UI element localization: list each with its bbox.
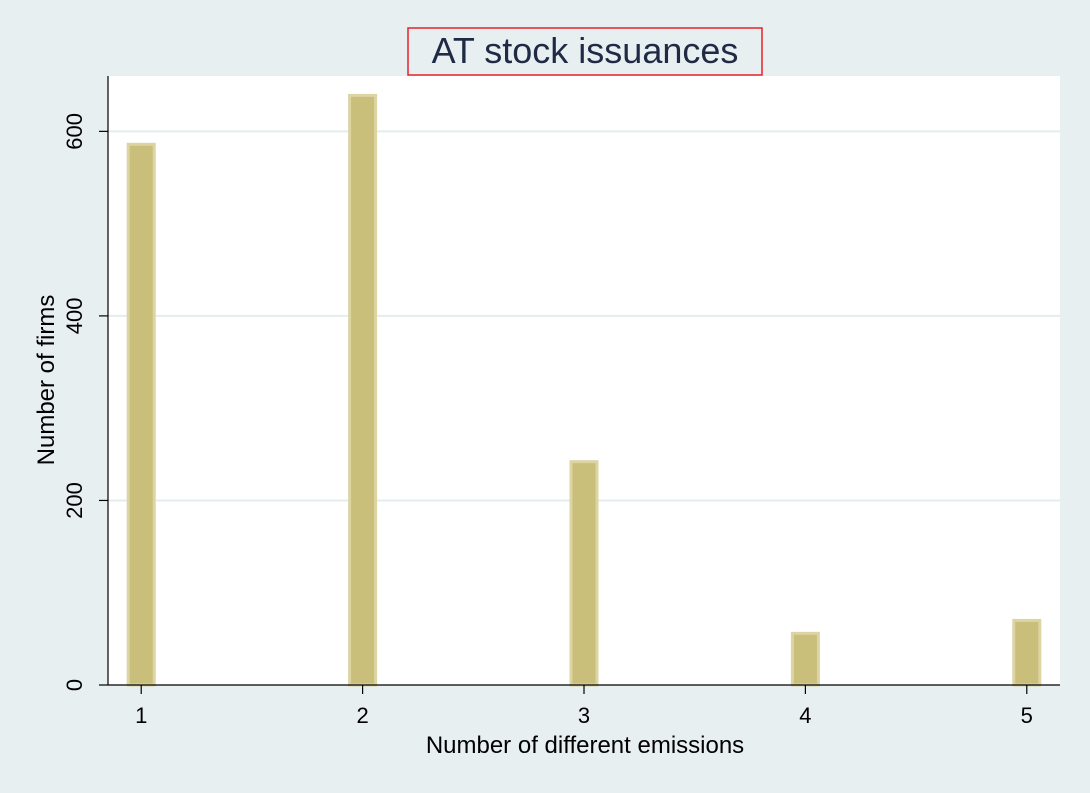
- bar: [569, 460, 599, 687]
- x-tick-label: 4: [799, 703, 811, 728]
- bar: [348, 93, 378, 687]
- y-tick-label: 600: [62, 113, 87, 150]
- chart-title-group: AT stock issuances: [407, 27, 763, 76]
- axes: 0 200 400 600 1 2 3 4 5: [62, 76, 1060, 728]
- x-tick-label: 2: [356, 703, 368, 728]
- x-tick-label: 3: [578, 703, 590, 728]
- bar: [126, 142, 156, 687]
- chart-title-box: [407, 27, 763, 76]
- y-tick-label: 0: [62, 679, 87, 691]
- y-axis-title: Number of firms: [33, 295, 60, 466]
- x-tick-label: 1: [135, 703, 147, 728]
- x-tick-label: 5: [1021, 703, 1033, 728]
- x-axis-title: Number of different emissions: [426, 732, 744, 759]
- chart-title: AT stock issuances: [432, 30, 739, 71]
- y-tick-label: 200: [62, 482, 87, 519]
- bar: [790, 631, 820, 687]
- bar: [1012, 618, 1042, 687]
- y-tick-label: 400: [62, 298, 87, 335]
